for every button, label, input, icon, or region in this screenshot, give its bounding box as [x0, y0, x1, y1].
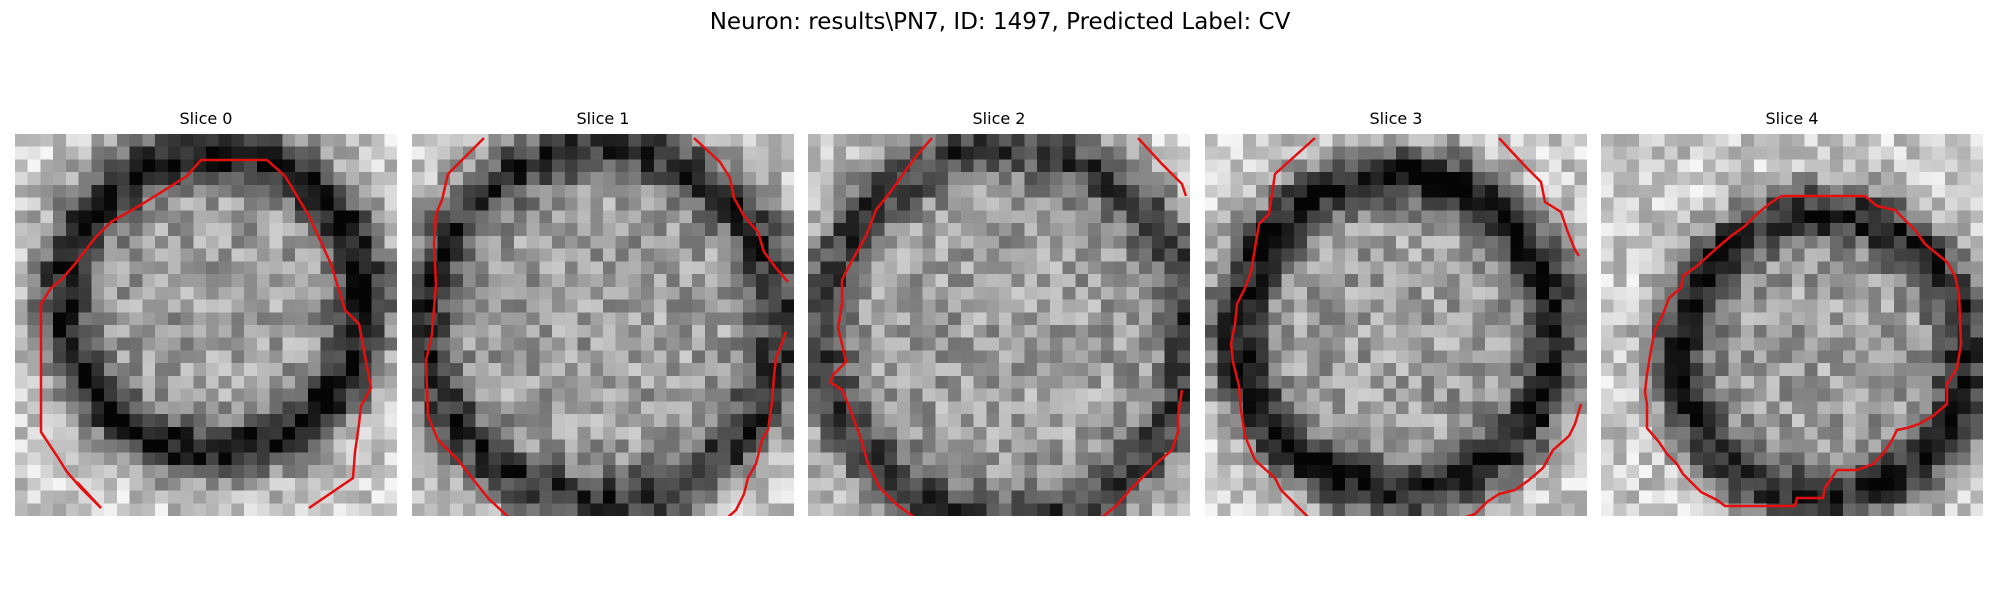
slice-panel-4: Slice 4	[1601, 108, 1983, 516]
contour-line	[1498, 137, 1581, 257]
slice-image	[808, 134, 1190, 516]
slice-image	[412, 134, 794, 516]
slice-image	[1205, 134, 1587, 516]
slice-title: Slice 4	[1765, 109, 1819, 128]
contour-line	[1465, 403, 1583, 516]
slice-title: Slice 1	[576, 109, 630, 128]
contour-line	[1643, 194, 1963, 508]
contour-line	[39, 158, 373, 510]
slice-panel-1: Slice 1	[412, 108, 794, 516]
slice-panel-3: Slice 3	[1205, 108, 1587, 516]
contour-line	[727, 331, 788, 516]
figure-title: Neuron: results\PN7, ID: 1497, Predicted…	[709, 9, 1291, 35]
contour-line	[424, 137, 509, 516]
slice-title: Slice 0	[179, 109, 233, 128]
slice-title: Slice 2	[972, 109, 1026, 128]
slice-panel-2: Slice 2	[808, 108, 1190, 516]
slice-image	[1601, 134, 1983, 516]
slice-image	[15, 134, 397, 516]
contour-line	[1137, 137, 1188, 197]
contour-line	[693, 137, 789, 283]
slice-panel-0: Slice 0	[15, 108, 397, 516]
contour-line	[76, 481, 102, 509]
contour-line	[1229, 137, 1316, 516]
contour-line	[828, 137, 933, 516]
contour-line	[1101, 389, 1184, 516]
slice-title: Slice 3	[1369, 109, 1423, 128]
